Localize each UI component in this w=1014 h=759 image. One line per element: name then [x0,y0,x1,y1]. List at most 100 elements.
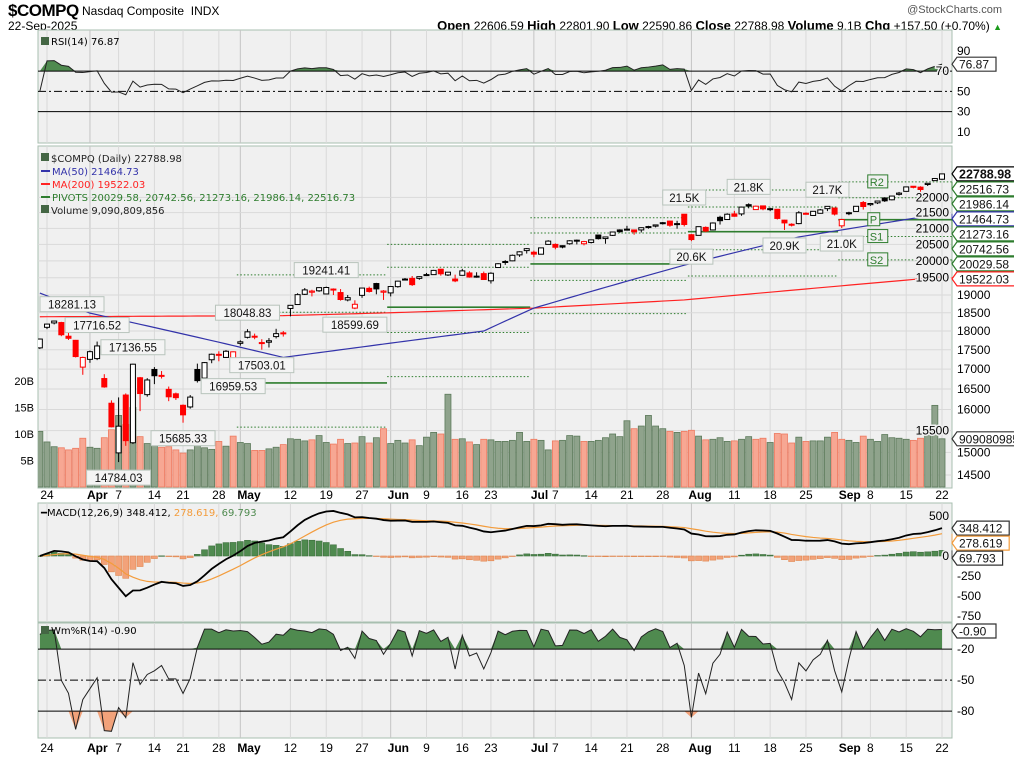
candle-body [473,275,480,278]
candle [495,263,502,269]
candle-body [172,393,179,399]
candle [509,254,516,262]
low-label: Low [612,18,639,33]
callout-box [150,430,216,447]
volume-bar [380,428,387,488]
candle-body [380,290,387,293]
macd-histogram-bar [516,554,523,557]
candle-body [910,185,917,188]
macd-histogram-bar [115,555,122,576]
x-tick-label: 14 [584,488,598,502]
price-tick-label: 19000 [957,288,991,302]
candle-body [459,270,466,276]
willr-line [39,627,943,732]
macd-histogram-bar [380,555,387,558]
pivot-tag [867,252,889,267]
symbol-name: Nasdaq Composite INDX [82,4,219,18]
candle [616,229,623,233]
candle-body [430,269,437,276]
candle-body [466,272,473,278]
brand-watermark[interactable]: @StockCharts.com [907,4,1002,16]
volume-bar [688,429,695,488]
candle-body [559,245,566,248]
willr-overbought-fill [39,628,942,650]
candle [559,245,566,249]
volume-bar [730,440,738,488]
candle [187,395,194,409]
macd-histogram-bar [867,555,874,557]
candle [79,356,86,375]
candle-body [294,294,301,306]
x-tick-label: 28 [656,488,670,502]
macd-histogram-bar [931,550,939,557]
legend-price: $COMPQ (Daily) 22788.98 [51,154,182,165]
x-tick-label: 16 [456,741,470,755]
candle-body [273,333,280,338]
volume-bar [501,441,509,488]
volume-bar [358,436,366,488]
volume-bar [752,438,760,488]
x-tick-label: 15 [900,741,914,755]
macd-histogram-bar [494,555,502,560]
legend-pivots: PIVOTS 20029.58, 20742.56, 21273.16, 219… [52,193,355,204]
candle [781,219,788,230]
volume-bar [415,445,423,488]
macd-histogram-bar [802,555,810,561]
candle-legend-icon [41,153,49,161]
x-tick-label: 21 [176,741,190,755]
volume-bar [258,450,266,488]
candle [144,378,151,397]
macd-histogram-bar [781,555,788,560]
candle [745,203,752,209]
candle [609,231,616,236]
candle-body [795,212,802,225]
volume-bar [72,447,80,488]
candle-body [731,213,738,217]
volume-bar [838,438,846,488]
candle-body [881,197,888,202]
candle [359,287,366,298]
candle [602,236,609,244]
candle [387,286,394,297]
volume-bar [294,438,302,488]
callout-label: 17136.55 [109,343,157,355]
price-tick-label: 22000 [916,190,950,204]
candle-body [888,195,895,201]
volume-bar [924,433,932,488]
callout-label: 21.5K [669,193,699,205]
callout-box [200,378,266,395]
candle-body [638,227,645,231]
volume-bar [652,425,659,488]
candle [888,195,895,201]
x-tick-label: Jun [388,488,409,502]
candle-body [530,251,537,255]
macd-histogram-bar [795,555,803,561]
candle-body [623,228,630,231]
candle [695,226,702,236]
candle [108,400,115,428]
candle-body [180,404,187,416]
macd-histogram-bar [530,554,538,557]
macd-histogram-bar [895,553,903,557]
willr-tick-label: -80 [957,704,975,718]
candle-body [237,341,244,344]
macd-histogram-bar [215,543,223,557]
volume-bar [208,448,216,488]
candle [674,220,681,229]
candle-body [616,229,623,233]
macd-histogram-bar [322,542,330,557]
macd-histogram-bar [186,555,194,558]
legend-volume: Volume 9,090,809,856 [51,206,165,217]
macd-histogram-bar [702,555,710,562]
volume-bar [580,441,588,488]
pivot-tag [867,212,881,227]
candle [817,208,824,214]
volume-bar [637,425,645,488]
x-tick-label: 28 [212,488,226,502]
ma200-line [39,276,943,318]
volume-bar [150,442,158,488]
candle-body [444,271,451,276]
volume-bar [594,439,602,488]
macd-histogram-bar [466,555,473,561]
